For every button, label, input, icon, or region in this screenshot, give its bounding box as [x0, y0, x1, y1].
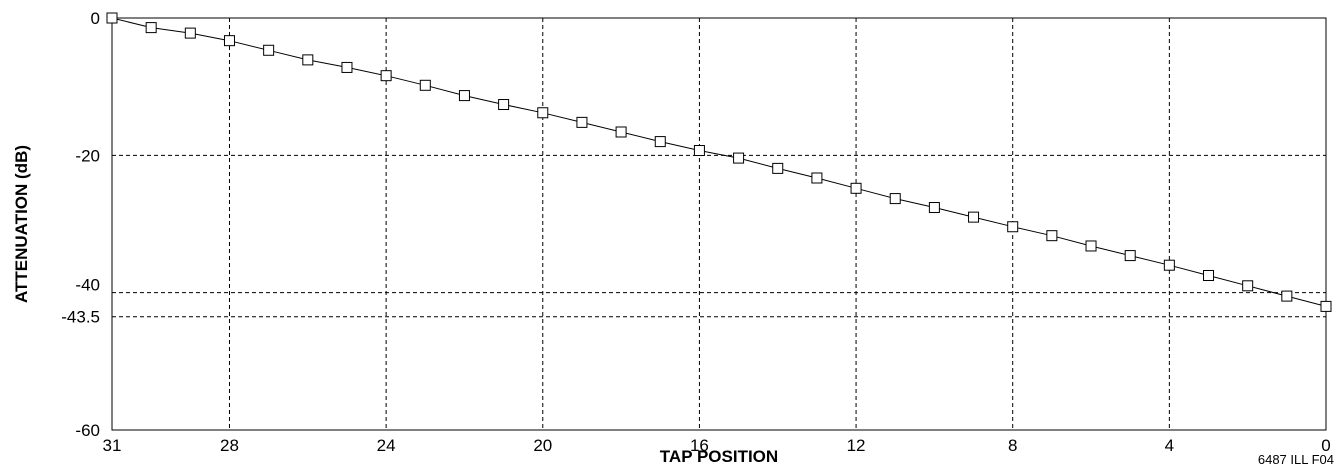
x-tick-label: 16 [690, 436, 709, 455]
data-point [654, 136, 666, 148]
data-point [458, 90, 470, 102]
data-point [968, 211, 980, 223]
data-point [537, 107, 549, 119]
data-point [263, 44, 275, 56]
data-point [341, 61, 353, 73]
data-point [1203, 270, 1215, 281]
x-tick-label: 4 [1165, 436, 1174, 455]
plot-frame [111, 17, 1327, 431]
data-point [850, 182, 862, 194]
y-axis-title: ATTENUATION (dB) [12, 145, 31, 303]
data-point [419, 79, 431, 91]
data-point [693, 145, 705, 157]
y-tick-label: -40 [75, 276, 100, 295]
data-point [615, 126, 627, 138]
data-point [184, 27, 196, 39]
x-tick-label: 8 [1008, 436, 1017, 455]
y-tick-label: -60 [75, 421, 100, 440]
figure-id: 6487 ILL F04 [1258, 452, 1334, 467]
data-point [302, 54, 314, 66]
x-tick-label: 24 [377, 436, 396, 455]
data-point [1163, 259, 1175, 271]
data-point [1007, 221, 1019, 233]
x-tick-label: 20 [533, 436, 552, 455]
data-point [1242, 280, 1254, 292]
data-point [1281, 290, 1293, 302]
series-line [111, 17, 1327, 307]
data-point [498, 99, 510, 111]
data-point [1124, 250, 1136, 262]
y-tick-label: 0 [91, 9, 100, 28]
data-point [1320, 300, 1332, 312]
x-tick-label: 12 [847, 436, 866, 455]
x-tick-label: 31 [103, 436, 122, 455]
data-point [576, 116, 588, 128]
series-layer [106, 12, 1332, 312]
y-tick-label: -43.5 [61, 308, 100, 327]
data-point [1085, 240, 1097, 252]
data-point [223, 35, 235, 47]
data-point [106, 12, 118, 24]
x-tick-label: 0 [1321, 436, 1330, 455]
grid-layer [112, 18, 1326, 430]
data-point [772, 162, 784, 174]
data-point [733, 152, 745, 164]
x-axis-title: TAP POSITION [660, 447, 778, 466]
data-point [1046, 230, 1058, 242]
tick-labels: 31 28 24 20 16 12 8 4 0 0 -20 -40 -43.5 -60 [61, 9, 1330, 455]
y-tick-label: -20 [75, 146, 100, 165]
x-tick-label: 28 [220, 436, 239, 455]
data-point [380, 70, 392, 82]
data-point [811, 172, 823, 184]
data-point [928, 202, 940, 214]
data-point [145, 22, 157, 34]
data-point [889, 193, 901, 205]
